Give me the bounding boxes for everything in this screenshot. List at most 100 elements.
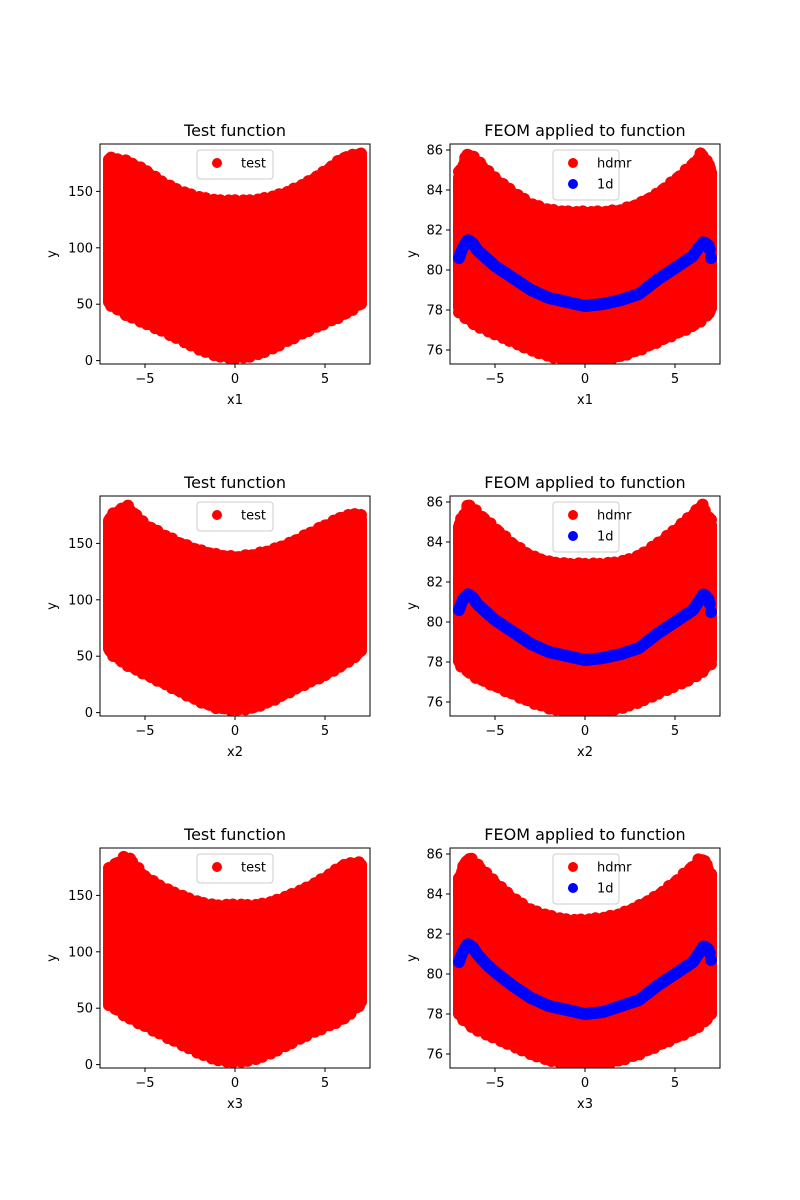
x-tick-label: 0 xyxy=(581,724,589,739)
y-axis-label: y xyxy=(45,602,60,610)
y-tick-label: 80 xyxy=(426,264,443,279)
x-axis-label: x3 xyxy=(227,1097,243,1112)
legend-marker-hdmr xyxy=(568,158,578,168)
legend: test xyxy=(196,501,274,532)
y-tick-label: 100 xyxy=(68,241,93,256)
y-tick-label: 78 xyxy=(426,1008,443,1023)
y-axis-label: y xyxy=(405,954,420,962)
legend-label: hdmr xyxy=(597,861,632,876)
x-tick-label: 5 xyxy=(671,372,679,387)
y-tick-label: 76 xyxy=(426,1048,443,1063)
legend-marker-test xyxy=(212,158,222,168)
legend-marker-test xyxy=(212,862,222,872)
scatter-point xyxy=(705,166,717,179)
legend-label: hdmr xyxy=(597,509,632,524)
legend-label: test xyxy=(241,157,266,172)
series-test xyxy=(103,499,367,716)
legend-label: hdmr xyxy=(597,157,632,172)
legend-marker-1d xyxy=(568,531,578,541)
legend-label: test xyxy=(241,861,266,876)
x-axis-label: x1 xyxy=(577,393,593,408)
plot-area xyxy=(103,499,367,716)
y-tick-label: 86 xyxy=(426,144,443,159)
x-tick-label: 0 xyxy=(231,724,239,739)
y-tick-label: 82 xyxy=(426,928,443,943)
scatter-point xyxy=(705,513,717,526)
x-tick-label: −5 xyxy=(135,724,154,739)
legend: hdmr 1d xyxy=(552,149,632,201)
y-tick-label: 78 xyxy=(426,304,443,319)
x-tick-label: 0 xyxy=(231,372,239,387)
y-tick-label: 0 xyxy=(85,706,93,721)
x-tick-label: 0 xyxy=(581,1076,589,1091)
y-tick-label: 84 xyxy=(426,184,443,199)
y-tick-label: 0 xyxy=(85,354,93,369)
scatter-point xyxy=(705,1007,717,1020)
legend-marker-hdmr xyxy=(568,510,578,520)
chart-title: FEOM applied to function xyxy=(484,121,685,140)
y-tick-label: 76 xyxy=(426,344,443,359)
y-tick-label: 84 xyxy=(426,888,443,903)
y-axis-label: y xyxy=(45,954,60,962)
subplot-6: −5 0 5 76 78 80 82 84 86 FEOM applied to function… xyxy=(405,825,721,1112)
x-tick-label: 0 xyxy=(231,1076,239,1091)
x-axis-label: x1 xyxy=(227,393,243,408)
y-tick-label: 84 xyxy=(426,536,443,551)
y-tick-label: 78 xyxy=(426,656,443,671)
scatter-point xyxy=(705,868,717,881)
scatter-point xyxy=(355,508,367,521)
y-tick-label: 82 xyxy=(426,224,443,239)
subplot-2: −5 0 5 76 78 80 82 84 86 FEOM applied to function… xyxy=(405,121,721,408)
x-tick-label: 5 xyxy=(671,1076,679,1091)
y-tick-label: 50 xyxy=(76,1002,93,1017)
scatter-point xyxy=(355,859,367,872)
legend: test xyxy=(196,149,274,180)
plot-area xyxy=(453,498,717,716)
chart-title: Test function xyxy=(183,825,286,844)
y-tick-label: 86 xyxy=(426,496,443,511)
x-tick-label: 5 xyxy=(321,372,329,387)
series-1d xyxy=(453,588,717,666)
x-axis-label: x2 xyxy=(577,745,593,760)
y-tick-label: 82 xyxy=(426,576,443,591)
x-axis-label: x2 xyxy=(227,745,243,760)
scatter-point xyxy=(705,252,717,264)
series-1d xyxy=(453,234,717,312)
legend-marker-hdmr xyxy=(568,862,578,872)
y-tick-label: 100 xyxy=(68,945,93,960)
plot-area xyxy=(103,147,367,364)
scatter-point xyxy=(355,994,367,1007)
y-tick-label: 100 xyxy=(68,593,93,608)
chart-title: Test function xyxy=(183,121,286,140)
legend-label: 1d xyxy=(597,530,614,545)
y-axis-label: y xyxy=(45,250,60,258)
legend: test xyxy=(196,853,274,884)
legend-box xyxy=(196,149,274,180)
plot-area xyxy=(453,852,717,1068)
scatter-point xyxy=(355,297,367,310)
scatter-point xyxy=(705,606,717,618)
subplot-4: −5 0 5 76 78 80 82 84 86 FEOM applied to function… xyxy=(405,473,721,760)
chart-title: FEOM applied to function xyxy=(484,825,685,844)
y-tick-label: 50 xyxy=(76,650,93,665)
legend-marker-1d xyxy=(568,883,578,893)
legend-marker-test xyxy=(212,510,222,520)
x-tick-label: 5 xyxy=(321,724,329,739)
scatter-point xyxy=(355,644,367,657)
x-tick-label: −5 xyxy=(485,1076,504,1091)
y-tick-label: 150 xyxy=(68,889,93,904)
x-tick-label: 0 xyxy=(581,372,589,387)
x-tick-label: −5 xyxy=(485,724,504,739)
chart-title: FEOM applied to function xyxy=(484,473,685,492)
y-tick-label: 80 xyxy=(426,616,443,631)
plot-area xyxy=(103,850,367,1068)
y-tick-label: 150 xyxy=(68,537,93,552)
x-tick-label: −5 xyxy=(485,372,504,387)
legend-box xyxy=(196,853,274,884)
series-test xyxy=(103,147,367,364)
legend: hdmr 1d xyxy=(552,853,632,905)
series-test xyxy=(103,850,367,1068)
